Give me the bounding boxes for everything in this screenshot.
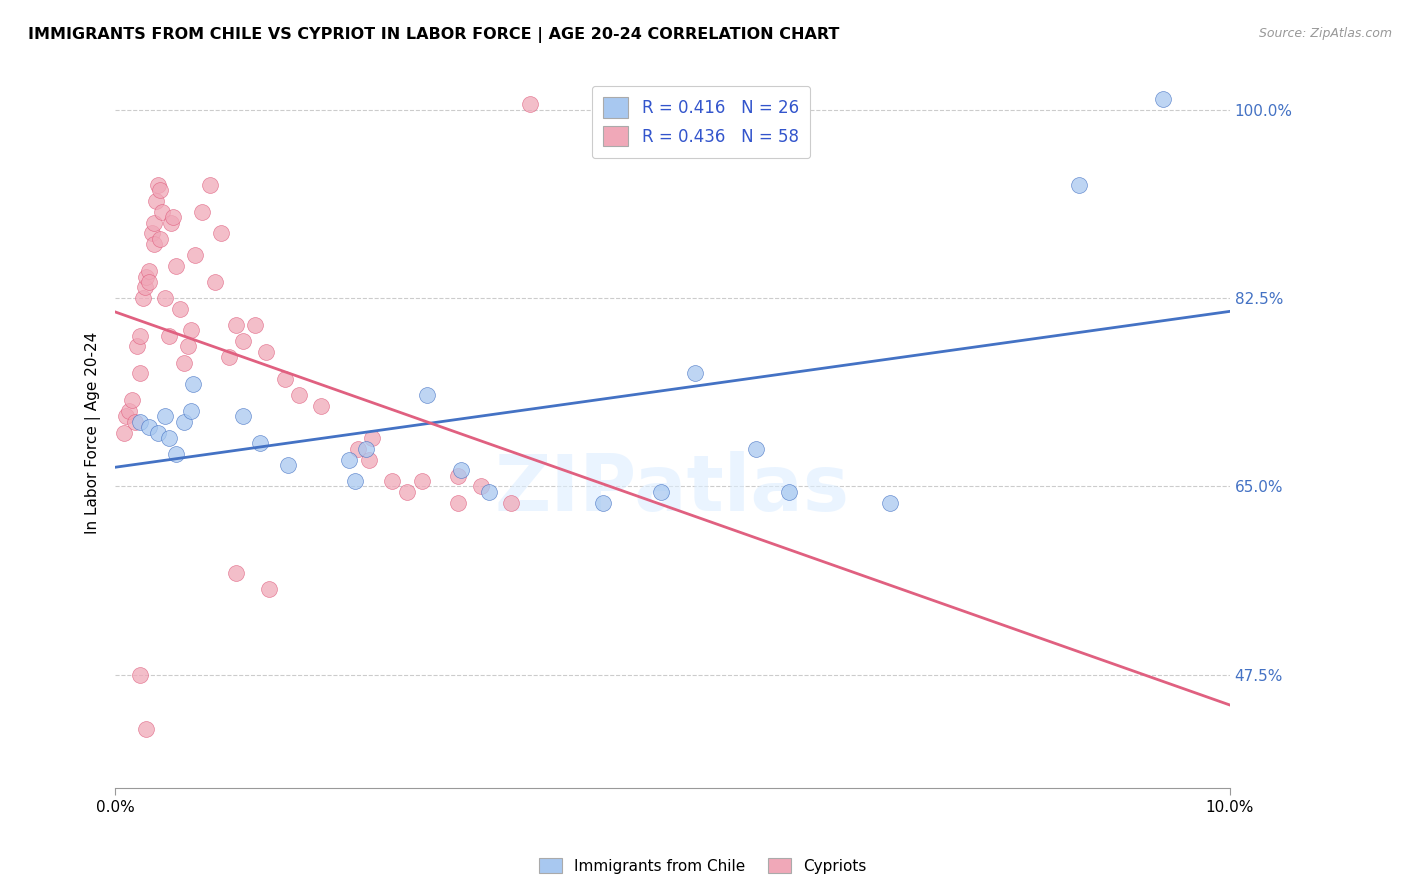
Point [128,328,150,343]
Point [117,404,139,418]
Point [143,216,166,230]
Point [169,301,191,316]
Point [416,388,439,402]
Point [135,722,157,736]
Point [166,259,188,273]
Point [181,377,204,392]
Point [141,227,163,241]
Point [288,388,311,402]
Point [447,468,470,483]
Point [162,211,184,225]
Point [411,474,433,488]
Point [115,409,138,424]
Point [311,399,333,413]
Point [779,484,801,499]
Point [146,178,169,192]
Point [157,328,180,343]
Point [176,339,198,353]
Point [121,393,143,408]
Point [499,495,522,509]
Point [150,205,173,219]
Point [173,356,195,370]
Point [337,452,360,467]
Point [519,97,541,112]
Point [257,582,280,596]
Point [135,269,157,284]
Text: Source: ZipAtlas.com: Source: ZipAtlas.com [1258,27,1392,40]
Point [191,205,214,219]
Point [112,425,135,440]
Point [166,447,188,461]
Point [359,452,381,467]
Point [347,442,370,456]
Point [149,184,172,198]
Point [132,291,155,305]
Point [155,291,177,305]
Point [138,264,160,278]
Legend: Immigrants from Chile, Cypriots: Immigrants from Chile, Cypriots [533,852,873,880]
Text: ZIPatlas: ZIPatlas [495,451,851,527]
Point [218,351,240,365]
Point [360,431,382,445]
Point [180,323,202,337]
Point [124,415,146,429]
Text: IMMIGRANTS FROM CHILE VS CYPRIOT IN LABOR FORCE | AGE 20-24 CORRELATION CHART: IMMIGRANTS FROM CHILE VS CYPRIOT IN LABO… [28,27,839,43]
Point [149,232,172,246]
Point [447,495,470,509]
Point [157,431,180,445]
Point [273,372,295,386]
Point [592,495,614,509]
Point [155,409,177,424]
Point [683,367,706,381]
Point [232,409,254,424]
Point [243,318,266,332]
Point [128,367,150,381]
Point [138,275,160,289]
Point [145,194,167,209]
Point [128,667,150,681]
Point [209,227,232,241]
Point [146,425,169,440]
Point [249,436,271,450]
Point [396,484,419,499]
Point [470,479,492,493]
Point [1152,92,1174,106]
Point [160,216,183,230]
Point [180,404,202,418]
Point [143,237,166,252]
Point [650,484,672,499]
Point [138,420,160,434]
Point [127,339,149,353]
Point [225,318,247,332]
Point [1069,178,1091,192]
Point [198,178,221,192]
Point [225,566,247,580]
Y-axis label: In Labor Force | Age 20-24: In Labor Force | Age 20-24 [86,332,101,533]
Point [184,248,207,262]
Point [381,474,404,488]
Point [450,463,472,477]
Point [134,280,156,294]
Point [879,495,901,509]
Point [173,415,195,429]
Point [343,474,366,488]
Point [254,344,277,359]
Point [354,442,377,456]
Point [128,415,150,429]
Legend: R = 0.416   N = 26, R = 0.436   N = 58: R = 0.416 N = 26, R = 0.436 N = 58 [592,86,810,158]
Point [745,442,768,456]
Point [204,275,226,289]
Point [232,334,254,348]
Point [277,458,299,472]
Point [477,484,499,499]
